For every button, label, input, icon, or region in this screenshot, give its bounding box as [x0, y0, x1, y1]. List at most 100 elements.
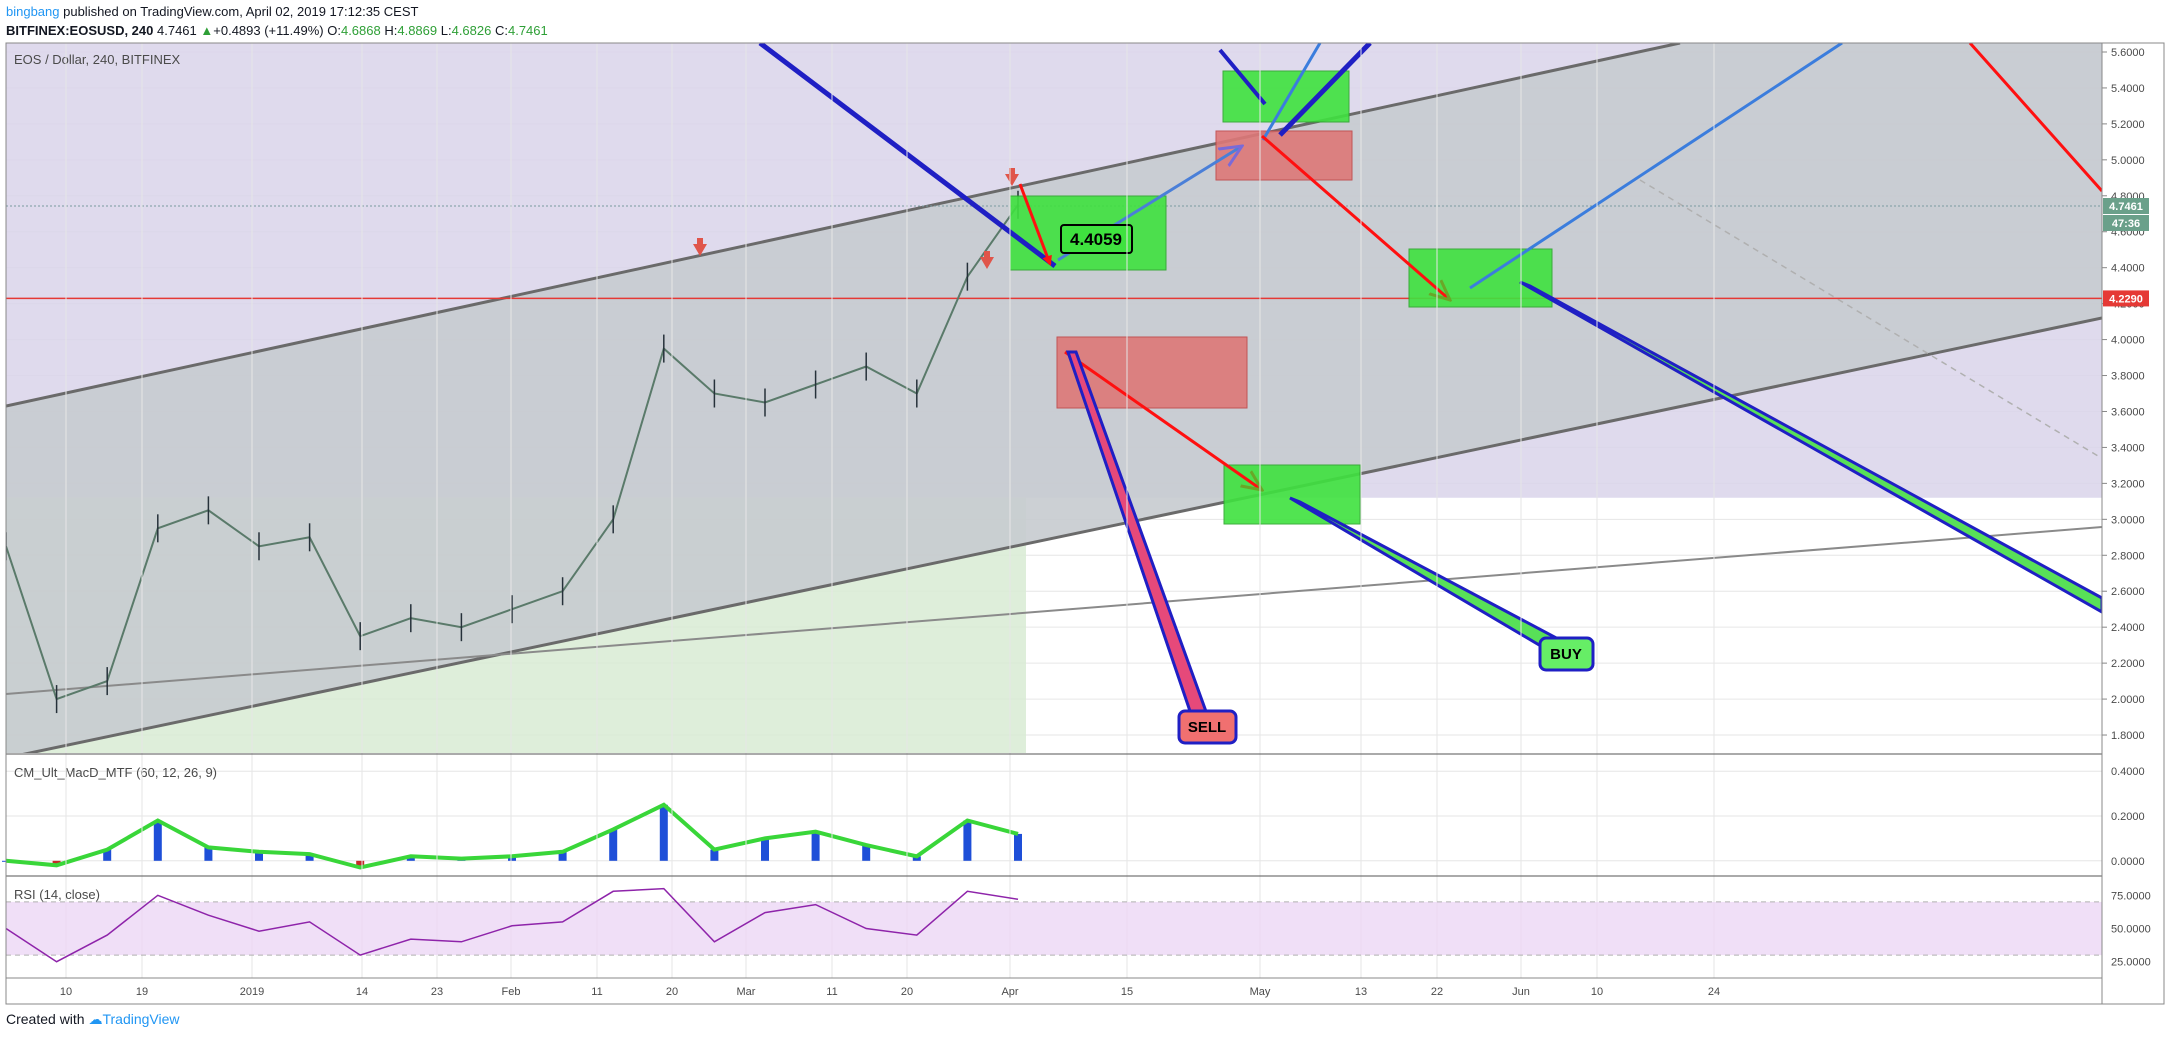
close-label: C: — [494, 23, 508, 38]
tradingview-brand[interactable]: TradingView — [102, 1011, 180, 1027]
time-tick-label: 15 — [1121, 986, 1133, 998]
macd-axis[interactable]: 0.0000 0.2000 0.4000 — [2111, 766, 2145, 868]
rising-channel — [6, 43, 2102, 753]
time-tick-label: 20 — [666, 986, 678, 998]
macd-tick-label: 0.4000 — [2111, 766, 2145, 778]
price-tick-label: 2.0000 — [2111, 694, 2145, 706]
macd-histogram-bar — [153, 820, 162, 861]
rsi-grid — [65, 43, 1715, 978]
macd-histogram-bar — [862, 845, 871, 861]
price-change: +0.4893 (+11.49%) — [213, 23, 324, 38]
close-value: 4.7461 — [507, 23, 548, 38]
time-axis-bg[interactable] — [5, 977, 2103, 1005]
light-blue-arrow-2 — [1469, 43, 1843, 290]
blue-arrow-2 — [1218, 48, 1267, 106]
price-tick-label: 5.4000 — [2111, 83, 2145, 95]
price-tick-label: 3.4000 — [2111, 442, 2145, 454]
time-tick-label: Feb — [502, 986, 521, 998]
macd-histogram-bar — [52, 860, 61, 866]
macd-histogram-bar — [912, 856, 921, 861]
price-tick-label: 4.0000 — [2111, 335, 2145, 347]
time-tick-label: 14 — [356, 986, 368, 998]
time-tick-label: 19 — [136, 986, 148, 998]
price-tick-label: 3.8000 — [2111, 371, 2145, 383]
macd-histogram-bar — [305, 854, 314, 861]
time-tick-label: 11 — [826, 986, 837, 998]
time-tick-label: 2019 — [240, 986, 264, 998]
rsi-pane[interactable]: RSI (14, close) — [5, 43, 2102, 978]
value-box-text: 4.4059 — [1070, 230, 1122, 249]
rsi-band — [6, 901, 2102, 956]
trend-line — [6, 526, 2102, 695]
publish-line: bingbang published on TradingView.com, A… — [6, 2, 2156, 21]
macd-histogram-bar — [204, 847, 213, 861]
time-tick-label: Mar — [737, 986, 756, 998]
macd-tick-label: 0.2000 — [2111, 811, 2145, 823]
sell-label-box — [1177, 709, 1238, 745]
chart-title: EOS / Dollar, 240, BITFINEX — [14, 52, 180, 67]
macd-histogram-bar — [1014, 833, 1022, 861]
time-tick-label: 22 — [1431, 986, 1443, 998]
light-blue-arrow-1 — [1261, 43, 1322, 141]
time-tick-label: 23 — [431, 986, 443, 998]
down-arrow-marker-icon — [980, 251, 994, 269]
macd-histogram-bar — [963, 820, 972, 861]
level-price-tag-bg — [2103, 290, 2149, 307]
macd-histogram-bar — [508, 856, 516, 861]
up-triangle-icon: ▲ — [200, 23, 214, 38]
blue-arrow-3 — [1278, 43, 1372, 137]
macd-histogram-bar — [761, 838, 769, 861]
time-tick-label: 10 — [1591, 986, 1603, 998]
time-tick-label: 24 — [1708, 986, 1720, 998]
last-price-tag-text: 4.7461 — [2109, 201, 2143, 213]
open-label: O: — [327, 23, 341, 38]
low-value: 4.6826 — [451, 23, 492, 38]
red-down-arrow-4 — [1968, 43, 2102, 192]
down-arrow-marker-icon — [693, 238, 707, 256]
rsi-axis[interactable]: 25.0000 50.0000 75.0000 — [2111, 890, 2151, 968]
sell-callout[interactable]: SELL — [1177, 709, 1238, 745]
eos-usd-chart[interactable]: 4.4059 SELL BUY EOS / Dollar, 240, BITFI… — [0, 0, 2166, 1010]
rsi-tick-label: 50.0000 — [2111, 924, 2151, 936]
countdown-tag-text: 47:36 — [2112, 218, 2140, 230]
main-pane[interactable]: 4.4059 SELL BUY EOS / Dollar, 240, BITFI… — [6, 43, 2102, 978]
dashed-trend-line — [1639, 179, 2099, 457]
value-box-callout[interactable]: 4.4059 — [1060, 224, 1133, 254]
sell-label-text: SELL — [1188, 719, 1226, 736]
macd-histogram-bar — [558, 851, 567, 861]
macd-histogram-bar — [710, 849, 719, 861]
macd-histogram-bar — [609, 829, 618, 861]
level-price-tag-text: 4.2290 — [2109, 293, 2143, 305]
value-box — [1060, 224, 1133, 254]
level-price-tag: 4.2290 — [2103, 290, 2149, 307]
rsi-tick-label: 25.0000 — [2111, 957, 2151, 969]
buy-label-text: BUY — [1550, 646, 1582, 663]
publish-info: published on TradingView.com, April 02, … — [59, 4, 419, 19]
price-tick-label: 3.6000 — [2111, 406, 2145, 418]
time-axis[interactable]: 10 19 2019 14 23 Feb 11 20 Mar 11 20 Apr 15 May 13 22 Ju… — [60, 986, 1720, 998]
high-value: 4.8869 — [397, 23, 438, 38]
time-tick-label: Jun — [1512, 986, 1530, 998]
macd-indicator-name: CM_Ult_MacD_MTF (60, 12, 26, 9) — [14, 765, 217, 780]
macd-pane[interactable]: CM_Ult_MacD_MTF (60, 12, 26, 9) — [2, 43, 2102, 978]
macd-histogram-bar — [406, 856, 415, 861]
last-price-tag: 4.7461 47:36 — [2103, 198, 2149, 231]
buy-zone-3[interactable] — [1408, 248, 1553, 308]
author-link[interactable]: bingbang — [6, 4, 60, 19]
price-tick-label: 1.8000 — [2111, 730, 2145, 742]
buy-zone-4[interactable] — [1223, 464, 1361, 525]
price-tick-label: 5.2000 — [2111, 119, 2145, 131]
down-arrow-marker-icon — [1005, 168, 1019, 186]
countdown-tag-bg — [2103, 215, 2149, 231]
buy-callout[interactable]: BUY — [1538, 636, 1595, 672]
price-tick-label: 2.4000 — [2111, 622, 2145, 634]
price-tick-label: 3.2000 — [2111, 478, 2145, 490]
macd-tick-label: 0.0000 — [2111, 856, 2145, 868]
red-down-arrow-2 — [1261, 134, 1450, 300]
time-tick-label: Apr — [1001, 986, 1018, 998]
price-tick-label: 2.2000 — [2111, 658, 2145, 670]
price-tick-label: 5.6000 — [2111, 47, 2145, 59]
symbol-line: BITFINEX:EOSUSD, 240 4.7461 ▲+0.4893 (+1… — [6, 21, 2156, 40]
price-tick-label: 4.4000 — [2111, 263, 2145, 275]
price-tick-label: 3.0000 — [2111, 514, 2145, 526]
